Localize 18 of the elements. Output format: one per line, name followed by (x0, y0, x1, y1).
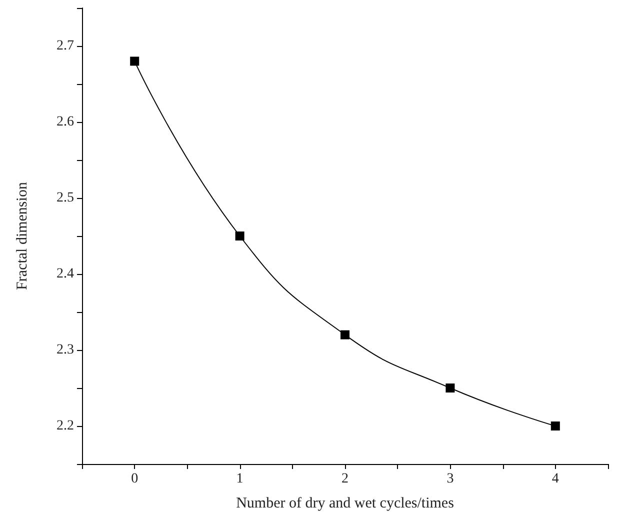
point (446, 384, 455, 392)
y-tick-label: 2.3 (56, 342, 74, 358)
x-tick-label: 3 (446, 472, 454, 486)
point (550, 422, 560, 430)
y-tick-label: 2.7 (56, 38, 74, 54)
y-tick-label: 2.6 (56, 114, 74, 130)
y-tick-label: 2.5 (56, 190, 74, 206)
x-tick-label: 2 (342, 472, 348, 486)
point (340, 330, 350, 340)
y-tick-label: 2.2 (56, 418, 74, 434)
x-tick-label: 4 (552, 472, 559, 486)
x-axis-title: Number of dry and wet cycles/times (236, 496, 454, 512)
x-tick-label: 1 (236, 472, 244, 486)
point (235, 232, 244, 240)
y-axis-title: Fractal dimension (14, 182, 30, 290)
y-tick-label: 2.4 (56, 266, 74, 282)
x-tick-label: 0 (131, 472, 138, 486)
point (130, 56, 140, 66)
